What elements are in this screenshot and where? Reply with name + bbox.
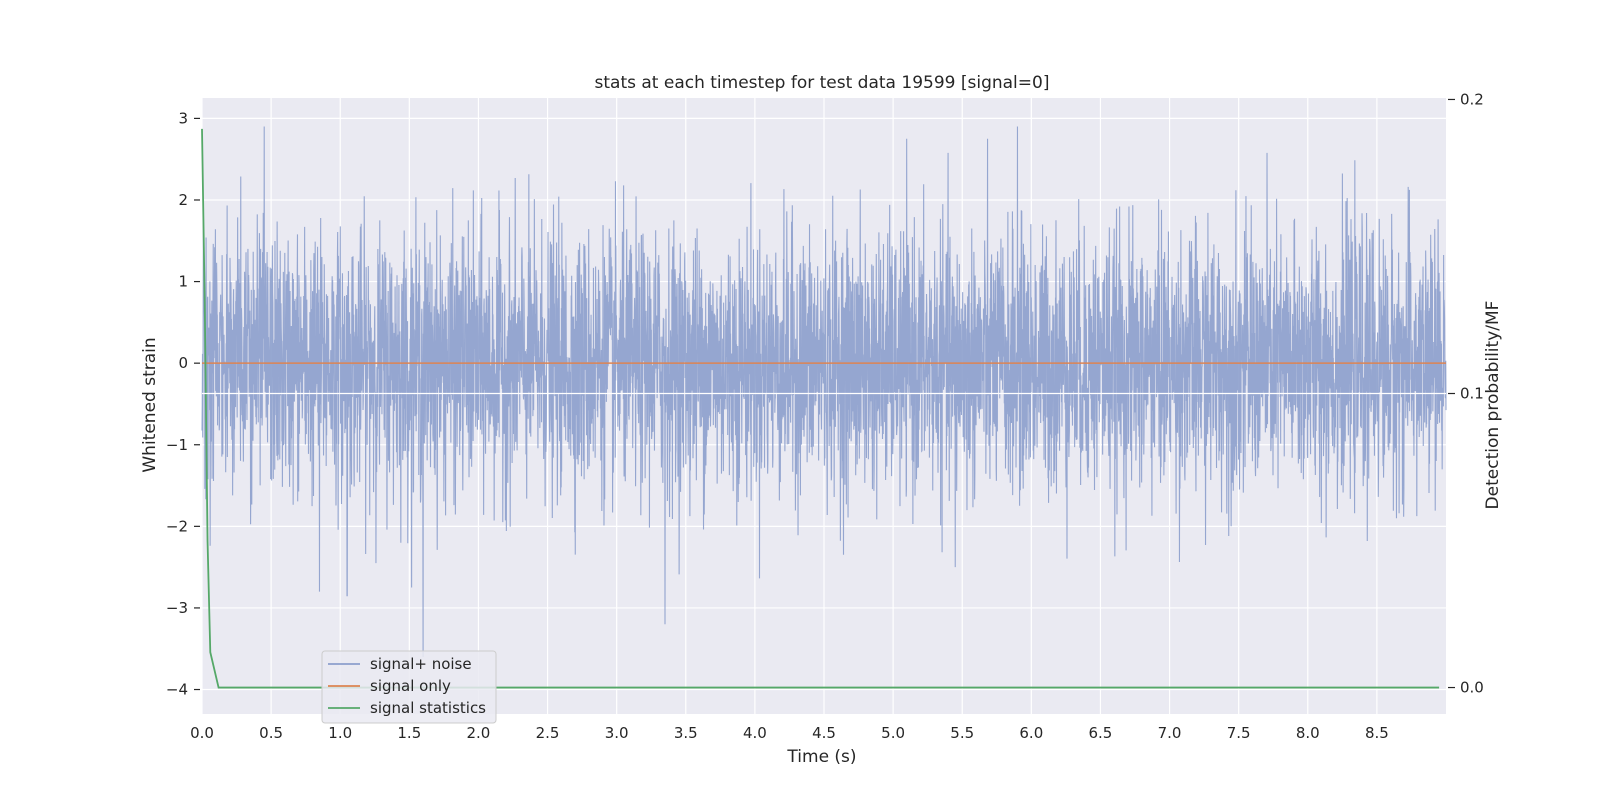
y-tick-label-7: −4 <box>166 681 188 699</box>
x-tick-label-1: 0.5 <box>259 724 283 742</box>
y2-tick-label-1: 0.1 <box>1460 385 1484 403</box>
y-axis-ticks: 3 2 1 0 −1 −2 −3 −4 <box>166 109 200 699</box>
y2-tick-label-0: 0.2 <box>1460 90 1484 108</box>
series-signal-plus-noise <box>201 126 1447 657</box>
x-tick-label-11: 5.5 <box>950 724 974 742</box>
line-signal-plus-noise <box>201 126 1447 657</box>
x-tick-label-7: 3.5 <box>674 724 698 742</box>
x-tick-label-2: 1.0 <box>328 724 352 742</box>
x-tick-label-0: 0.0 <box>190 724 214 742</box>
y-tick-label-3: 0 <box>178 354 188 372</box>
y-axis-label: Whitened strain <box>140 337 160 472</box>
y2-axis-ticks: 0.2 0.1 0.0 <box>1448 90 1484 697</box>
x-tick-label-14: 7.0 <box>1158 724 1182 742</box>
x-tick-label-3: 1.5 <box>397 724 421 742</box>
x-tick-label-13: 6.5 <box>1089 724 1113 742</box>
x-tick-label-9: 4.5 <box>812 724 836 742</box>
y-tick-label-2: 1 <box>178 273 188 291</box>
legend: signal+ noise signal only signal statist… <box>321 650 497 724</box>
x-tick-label-5: 2.5 <box>536 724 560 742</box>
y2-axis-label: Detection probability/MF <box>1483 301 1503 510</box>
y-tick-label-4: −1 <box>166 436 188 454</box>
legend-label-signal-statistics: signal statistics <box>370 699 486 717</box>
legend-label-signal-only: signal only <box>370 677 451 695</box>
legend-label-signal-plus-noise: signal+ noise <box>370 655 472 673</box>
x-tick-label-8: 4.0 <box>743 724 767 742</box>
y2-tick-label-2: 0.0 <box>1460 679 1484 697</box>
x-tick-label-10: 5.0 <box>881 724 905 742</box>
x-tick-label-17: 8.5 <box>1365 724 1389 742</box>
x-tick-label-12: 6.0 <box>1019 724 1043 742</box>
y-tick-label-5: −2 <box>166 517 188 535</box>
x-axis-ticks: 0.0 0.5 1.0 1.5 2.0 2.5 3.0 3.5 4.0 4.5 5.0 5.5 6.0 6… <box>190 724 1389 742</box>
y-tick-label-6: −3 <box>166 599 188 617</box>
x-tick-label-15: 7.5 <box>1227 724 1251 742</box>
chart-title: stats at each timestep for test data 195… <box>595 73 1050 93</box>
y-tick-label-1: 2 <box>178 191 188 209</box>
x-axis-label: Time (s) <box>786 747 856 767</box>
x-tick-label-16: 8.0 <box>1296 724 1320 742</box>
y-tick-label-0: 3 <box>178 109 188 127</box>
x-tick-label-4: 2.0 <box>467 724 491 742</box>
x-tick-label-6: 3.0 <box>605 724 629 742</box>
legend-box <box>321 650 497 724</box>
